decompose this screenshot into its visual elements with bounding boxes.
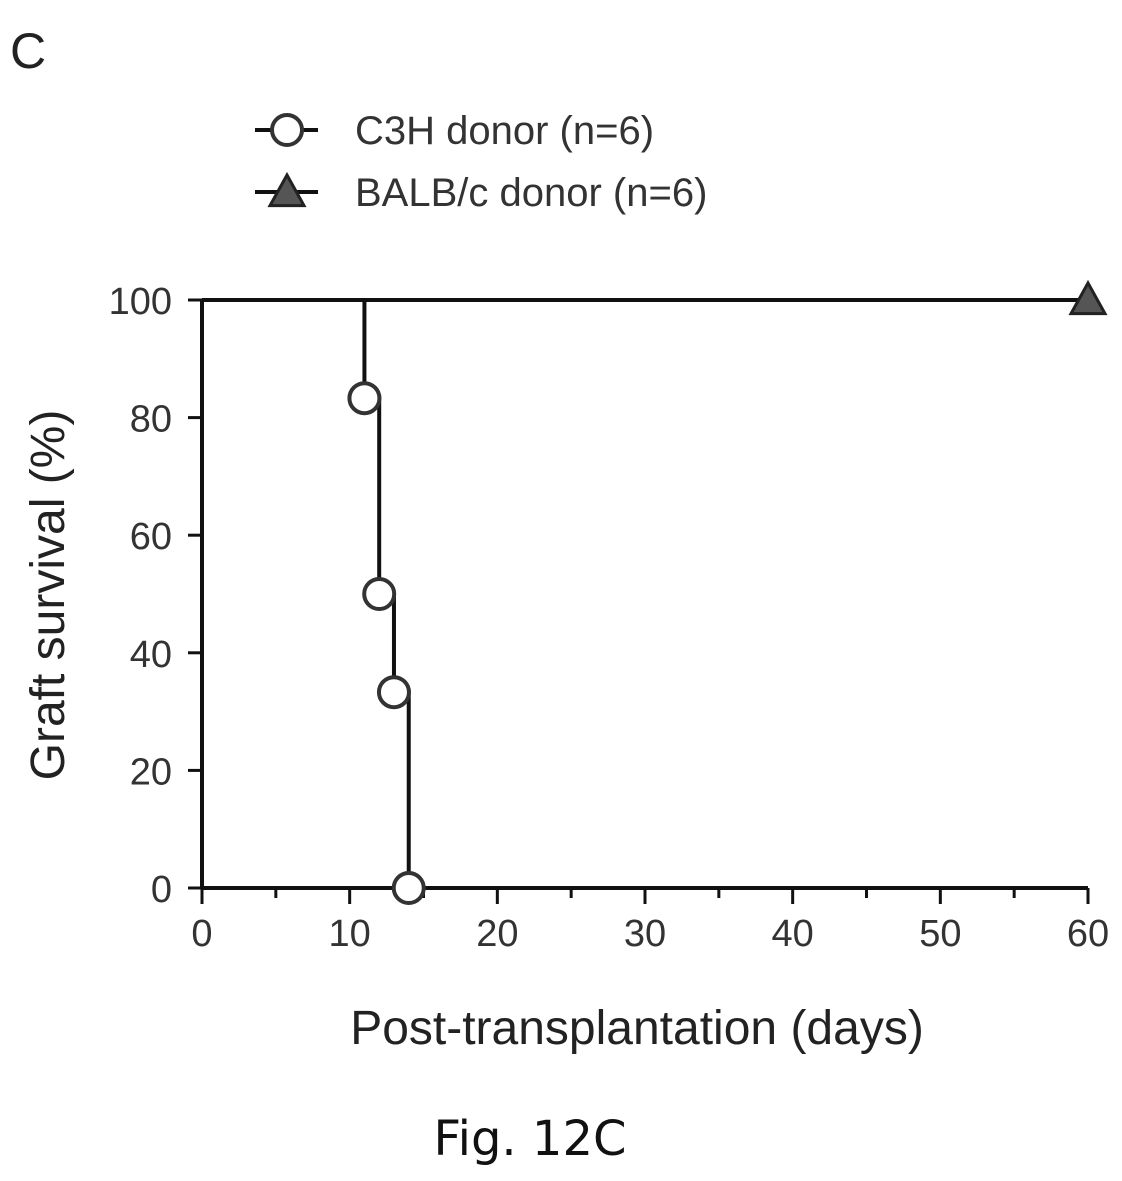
legend-marker xyxy=(272,115,302,145)
legend-item: BALB/c donor (n=6) xyxy=(255,171,707,215)
data-point xyxy=(364,579,394,609)
x-tick-label: 0 xyxy=(191,913,212,955)
y-tick-label: 40 xyxy=(130,634,172,676)
x-tick-label: 30 xyxy=(624,913,666,955)
legend-label: BALB/c donor (n=6) xyxy=(355,171,707,215)
figure-caption: Fig. 12C xyxy=(433,1111,626,1167)
x-tick-label: 50 xyxy=(919,913,961,955)
y-tick-label: 80 xyxy=(130,399,172,441)
x-tick-label: 60 xyxy=(1067,913,1109,955)
x-tick-label: 40 xyxy=(772,913,814,955)
plot-area xyxy=(202,283,1105,903)
data-point xyxy=(394,873,424,903)
series-circle xyxy=(202,300,424,903)
x-axis-label: Post-transplantation (days) xyxy=(350,1002,924,1055)
data-point xyxy=(349,383,379,413)
y-axis-label: Graft survival (%) xyxy=(22,410,75,781)
legend-label: C3H donor (n=6) xyxy=(355,109,654,153)
x-tick-label: 20 xyxy=(476,913,518,955)
legend: C3H donor (n=6) BALB/c donor (n=6) xyxy=(255,109,707,215)
panel-label: C xyxy=(10,23,46,79)
series-triangle xyxy=(202,283,1105,314)
data-point xyxy=(379,677,409,707)
x-tick-label: 10 xyxy=(329,913,371,955)
y-tick-label: 0 xyxy=(151,869,172,911)
y-tick-label: 100 xyxy=(109,281,172,323)
y-tick-label: 20 xyxy=(130,751,172,793)
axes: 0 10 20 30 40 50 60 0 20 40 60 80 100 xyxy=(109,281,1110,955)
y-tick-label: 60 xyxy=(130,516,172,558)
legend-item: C3H donor (n=6) xyxy=(255,109,654,153)
